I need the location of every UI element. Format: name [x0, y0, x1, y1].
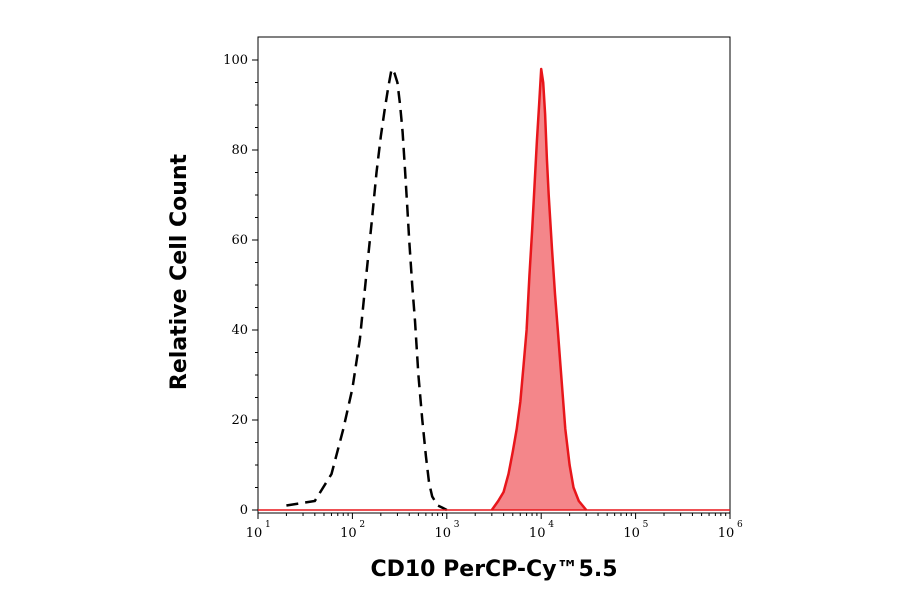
x-tick-exponent: 6	[737, 520, 743, 530]
x-tick-label: 10	[718, 526, 735, 541]
x-tick-exponent: 2	[359, 520, 365, 530]
y-tick-label: 80	[231, 143, 248, 158]
x-tick-exponent: 1	[265, 520, 271, 530]
y-tick-label: 60	[231, 233, 248, 248]
x-tick-label: 10	[623, 526, 640, 541]
y-tick-label: 0	[240, 503, 248, 518]
y-tick-label: 40	[231, 323, 248, 338]
x-axis-title: CD10 PerCP-Cy™5.5	[370, 557, 617, 582]
y-tick-label: 100	[223, 53, 248, 68]
series-1-area	[491, 69, 587, 510]
series-layer	[258, 65, 730, 512]
x-tick-label: 10	[246, 526, 263, 541]
x-tick-exponent: 5	[643, 520, 649, 530]
y-axis: 0 20 40 60 80 100	[223, 53, 258, 518]
series-1-line	[490, 67, 588, 511]
y-axis-title: Relative Cell Count	[167, 153, 192, 390]
x-tick-label: 10	[435, 526, 452, 541]
series-0-line	[286, 65, 448, 512]
plot-frame	[257, 36, 731, 514]
x-tick-label: 10	[340, 526, 357, 541]
y-tick-label: 20	[231, 413, 248, 428]
x-tick-exponent: 3	[454, 520, 460, 530]
x-tick-exponent: 4	[548, 520, 554, 530]
x-tick-label: 10	[529, 526, 546, 541]
